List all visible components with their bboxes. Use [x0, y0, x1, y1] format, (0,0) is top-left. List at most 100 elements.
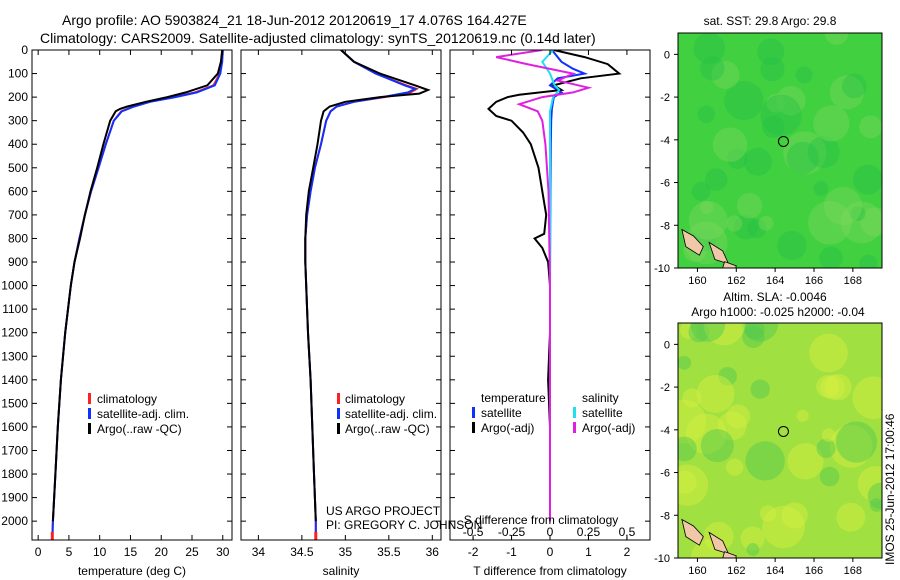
map-field-cell	[819, 466, 840, 487]
series-line-temperature-argo-adj-	[487, 50, 622, 522]
x-tick-label: 25	[185, 545, 199, 559]
map-field-cell	[786, 141, 819, 175]
figure-title-line2: Climatology: CARS2009. Satellite-adjuste…	[40, 30, 596, 46]
y-tick-label: 400	[8, 137, 28, 151]
salinity-axes-frame	[240, 49, 442, 541]
map-land-polygon	[681, 518, 704, 546]
legend-label-t-satellite: satellite	[481, 406, 522, 420]
temperature-profile-panel: 0 5 10 15 20 25 300100200300400500600700800900…	[1, 43, 233, 578]
difference-panel: -2 -1 0 1 2 -0.5 -0.25 0 0.25 0.5 T difference fr…	[449, 49, 651, 578]
map-field-cell	[813, 181, 829, 197]
x-tick-label: 1	[585, 545, 592, 559]
map-field-cell	[741, 323, 779, 342]
t-difference-xlabel: T difference from climatology	[473, 564, 627, 578]
difference-ticks: -2 -1 0 1 2 -0.5 -0.25 0 0.25 0.5	[450, 49, 650, 559]
temperature-xlabel: temperature (deg C)	[78, 564, 186, 578]
series-line-argo-raw-qc-	[51, 50, 224, 522]
map-field-cell	[688, 323, 710, 343]
difference-legend: temperature salinity satellite Argo(-adj…	[472, 391, 635, 435]
series-line-satellite-adj-clim-	[51, 50, 224, 540]
x-tick-label: 34	[252, 545, 266, 559]
map-x-tick-label: 168	[844, 565, 862, 577]
map-field-cell	[686, 413, 727, 455]
map-y-tick-label: -10	[654, 553, 670, 565]
map-field-cell	[816, 438, 836, 458]
map-field-cell	[835, 421, 878, 463]
sla-map-field	[678, 323, 882, 558]
y-tick-label: 1900	[1, 491, 28, 505]
legend-swatch-argo	[88, 423, 91, 434]
map-field-cell	[711, 60, 740, 89]
imos-stamp: IMOS 25-Jun-2012 17:00:46	[883, 413, 897, 565]
map-field-cell	[691, 181, 711, 201]
map-field-cell	[699, 200, 714, 215]
y-tick-label: 500	[8, 161, 28, 175]
temperature-ticks: 0 5 10 15 20 25 300100200300400500600700800900…	[1, 43, 232, 559]
map-field-cell	[813, 105, 850, 142]
map-y-tick-label: -2	[660, 382, 670, 394]
map-y-tick-label: -6	[660, 178, 670, 190]
map-field-cell	[859, 254, 878, 268]
map-field-cell	[824, 33, 849, 45]
x-tick-label: 15	[124, 545, 138, 559]
map-field-cell	[746, 543, 760, 556]
map-x-tick-label: 166	[805, 275, 823, 287]
legend-label-climatology: climatology	[345, 392, 405, 406]
climatology-bottom-marker	[314, 532, 318, 540]
credit-pi: PI: GREGORY C. JOHNSON	[326, 518, 482, 532]
map-field-cell	[808, 200, 852, 245]
map-field-cell	[678, 399, 707, 444]
map-x-tick-label: 166	[805, 565, 823, 577]
map-field-cell	[724, 80, 764, 121]
map-field-cell	[678, 355, 692, 370]
map-field-cell	[717, 411, 747, 441]
map-field-cell	[680, 323, 698, 339]
x-tick-label: 35	[339, 545, 353, 559]
y-tick-label: 700	[8, 208, 28, 222]
x2-tick-label: -0.25	[498, 525, 526, 539]
map-field-cell	[820, 375, 845, 400]
x2-tick-label: -0.5	[463, 525, 484, 539]
map-field-cell	[867, 482, 882, 509]
legend-label-satellite: satellite-adj. clim.	[97, 407, 189, 421]
series-line-satellite-adj-clim-	[304, 50, 418, 540]
y-tick-label: 900	[8, 255, 28, 269]
map-field-cell	[678, 436, 697, 462]
map-field-cell	[829, 75, 865, 110]
salinity-ticks: 34 34.5 35 35.5 36	[241, 49, 441, 559]
map-x-tick-label: 162	[727, 565, 745, 577]
map-x-tick-label: 168	[844, 275, 862, 287]
x-tick-label: -2	[468, 545, 479, 559]
temperature-axes-frame	[31, 49, 233, 541]
map-field-cell	[823, 186, 863, 226]
x2-tick-label: 0.25	[577, 525, 601, 539]
climatology-bottom-marker	[50, 532, 54, 540]
x-tick-label: 10	[93, 545, 107, 559]
x2-tick-label: 0.5	[619, 525, 636, 539]
x-tick-label: 0	[547, 545, 554, 559]
map-y-tick-label: -8	[660, 510, 670, 522]
map-field-cell	[761, 115, 785, 138]
map-field-cell	[819, 246, 843, 268]
map-field-cell	[852, 376, 882, 420]
map-background	[678, 323, 882, 558]
map-y-tick-label: -6	[660, 468, 670, 480]
map-field-cell	[742, 325, 765, 348]
map-field-cell	[760, 56, 785, 82]
y-tick-label: 2000	[1, 514, 28, 528]
map-field-cell	[747, 219, 767, 239]
sst-map-frame	[677, 32, 883, 269]
map-field-cell	[678, 464, 709, 506]
argo-float-marker	[777, 135, 789, 147]
series-line-temperature-satellite	[548, 50, 589, 522]
y-tick-label: 1400	[1, 373, 28, 387]
map-x-tick-label: 162	[727, 275, 745, 287]
map-field-cell	[781, 502, 808, 529]
map-field-cell	[700, 428, 734, 463]
map-field-cell	[705, 168, 728, 191]
map-field-cell	[809, 333, 848, 373]
map-y-tick-label: 0	[664, 339, 670, 351]
figure-title-line1: Argo profile: AO 5903824_21 18-Jun-2012 …	[62, 12, 527, 28]
legend-swatch-t-argo	[472, 422, 475, 433]
legend-label-argo: Argo(..raw -QC)	[97, 422, 182, 436]
